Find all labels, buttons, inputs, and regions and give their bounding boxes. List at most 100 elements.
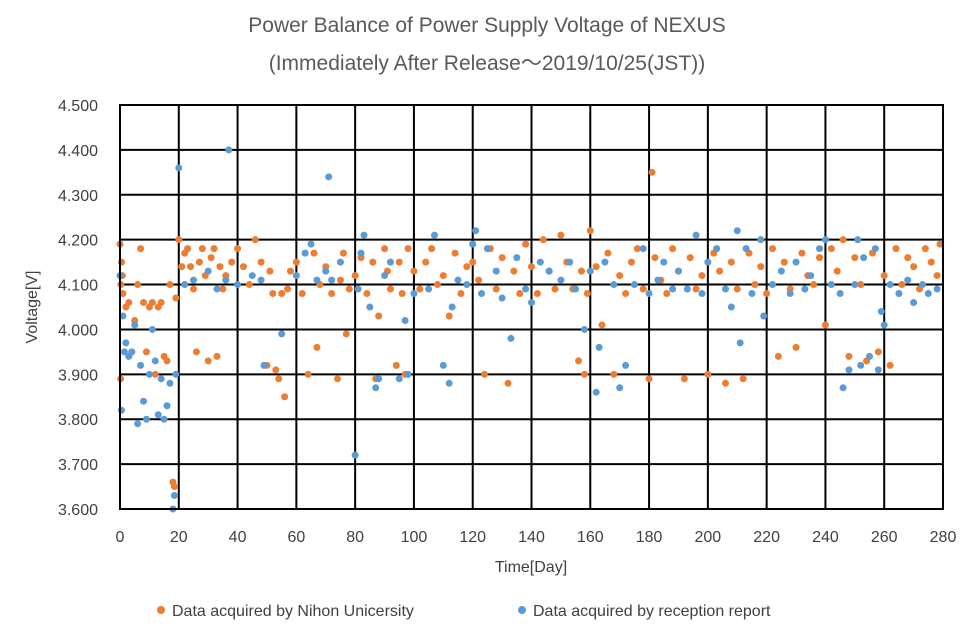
data-point: [175, 164, 183, 172]
data-point: [366, 303, 374, 311]
data-point: [245, 281, 253, 289]
data-point: [351, 272, 359, 280]
data-point: [292, 258, 300, 266]
data-point: [845, 352, 853, 360]
data-point: [284, 285, 292, 293]
data-point: [880, 321, 888, 329]
y-tick-label: 3.900: [58, 367, 98, 384]
data-point: [292, 272, 300, 280]
data-point: [739, 375, 747, 383]
data-point: [798, 249, 806, 257]
data-point: [410, 290, 418, 298]
data-point: [142, 348, 150, 356]
data-point: [827, 245, 835, 253]
data-point: [251, 236, 259, 244]
data-point: [839, 236, 847, 244]
data-point: [777, 267, 785, 275]
data-point: [301, 249, 309, 257]
data-point: [860, 254, 868, 262]
data-point: [627, 258, 635, 266]
data-point: [836, 290, 844, 298]
data-point: [721, 285, 729, 293]
data-point: [557, 231, 565, 239]
data-point: [854, 236, 862, 244]
data-point: [142, 415, 150, 423]
data-point: [866, 352, 874, 360]
data-point: [166, 281, 174, 289]
data-point: [170, 492, 178, 500]
data-point: [154, 411, 162, 419]
data-point: [469, 258, 477, 266]
data-point: [422, 258, 430, 266]
data-point: [622, 290, 630, 298]
data-point: [886, 281, 894, 289]
data-point: [492, 267, 500, 275]
data-point: [298, 290, 306, 298]
data-point: [204, 357, 212, 365]
data-point: [816, 254, 824, 262]
data-point: [425, 285, 433, 293]
data-point: [898, 281, 906, 289]
data-point: [410, 267, 418, 275]
data-point: [278, 330, 286, 338]
data-point: [439, 361, 447, 369]
data-point: [325, 173, 333, 181]
data-point: [345, 285, 353, 293]
data-point: [622, 361, 630, 369]
legend: Data acquired by Nihon Unicersity Data a…: [157, 603, 771, 620]
data-point: [336, 276, 344, 284]
data-point: [281, 393, 289, 401]
data-point: [369, 258, 377, 266]
data-point: [381, 272, 389, 280]
data-point: [686, 254, 694, 262]
data-point: [339, 249, 347, 257]
data-point: [680, 375, 688, 383]
data-point: [483, 245, 491, 253]
data-point: [933, 272, 941, 280]
data-point: [692, 231, 700, 239]
series-1: [116, 146, 941, 513]
x-tick-label: 240: [812, 529, 839, 546]
data-point: [516, 290, 524, 298]
data-point: [663, 290, 671, 298]
data-point: [792, 343, 800, 351]
data-point: [433, 281, 441, 289]
data-point: [225, 146, 233, 154]
data-point: [140, 299, 148, 307]
data-point: [395, 258, 403, 266]
data-point: [157, 375, 165, 383]
data-point: [392, 361, 400, 369]
data-point: [137, 245, 145, 253]
data-point: [172, 370, 180, 378]
data-point: [645, 290, 653, 298]
data-point: [472, 227, 480, 235]
data-point: [616, 272, 624, 280]
data-point: [736, 339, 744, 347]
data-point: [727, 258, 735, 266]
data-point: [189, 285, 197, 293]
x-tick-label: 100: [401, 529, 428, 546]
data-point: [357, 249, 365, 257]
data-point: [763, 290, 771, 298]
data-point: [475, 276, 483, 284]
x-tick-label: 180: [636, 529, 663, 546]
data-point: [375, 312, 383, 320]
data-point: [431, 231, 439, 239]
data-point: [363, 290, 371, 298]
data-point: [551, 285, 559, 293]
data-point: [592, 388, 600, 396]
data-point: [748, 290, 756, 298]
data-point: [478, 290, 486, 298]
data-point: [172, 294, 180, 302]
data-point: [536, 258, 544, 266]
data-point: [727, 303, 735, 311]
data-point: [757, 263, 765, 271]
data-point: [195, 258, 203, 266]
data-point: [716, 267, 724, 275]
data-point: [342, 330, 350, 338]
data-point: [566, 258, 574, 266]
y-tick-label: 3.800: [58, 412, 98, 429]
data-point: [575, 357, 583, 365]
x-tick-label: 260: [871, 529, 898, 546]
data-point: [372, 384, 380, 392]
